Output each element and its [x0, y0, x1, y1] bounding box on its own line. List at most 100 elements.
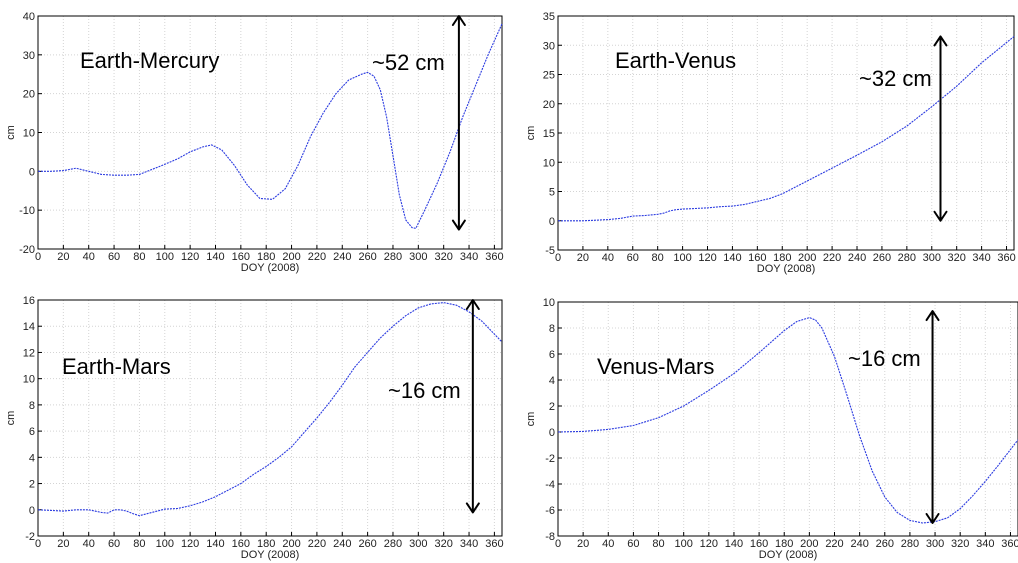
- y-axis-label: cm: [525, 412, 537, 427]
- x-tick-label: 260: [358, 538, 376, 550]
- y-axis-label: cm: [5, 411, 17, 426]
- y-tick-label: 30: [23, 50, 35, 62]
- y-tick-label: 14: [23, 321, 35, 333]
- x-tick-label: 300: [409, 251, 427, 263]
- x-tick-label: 320: [951, 538, 969, 550]
- x-tick-label: 0: [555, 538, 561, 550]
- x-tick-label: 0: [35, 538, 41, 550]
- arrowhead-bottom: [925, 513, 940, 524]
- x-tick-label: 120: [181, 251, 199, 263]
- x-tick-label: 220: [825, 538, 843, 550]
- x-tick-label: 200: [800, 538, 818, 550]
- x-tick-label: 340: [460, 251, 478, 263]
- y-tick-label: 0: [549, 216, 555, 228]
- chart-panel-4: 0 20 40 60 80 100 120 140 160 180 200 220 240 260 280 3…: [525, 297, 1018, 561]
- x-tick-label: 120: [700, 538, 718, 550]
- arrowhead-bottom: [933, 210, 948, 222]
- y-tick-label: 12: [23, 347, 35, 359]
- arrowhead-bottom: [465, 502, 480, 514]
- arrowhead-top: [451, 15, 466, 26]
- x-tick-label: 280: [384, 251, 402, 263]
- x-tick-label: 40: [83, 251, 95, 263]
- x-tick-label: 240: [333, 538, 351, 550]
- x-tick-label: 180: [257, 251, 275, 263]
- x-tick-label: 20: [577, 538, 589, 550]
- y-tick-label: -2: [545, 453, 555, 465]
- y-tick-label: 30: [543, 40, 555, 52]
- arrowhead-top: [465, 299, 480, 310]
- x-tick-label: 300: [926, 538, 944, 550]
- x-tick-label: 260: [358, 251, 376, 263]
- y-axis-label: cm: [525, 126, 537, 141]
- x-tick-label: 60: [108, 538, 120, 550]
- y-tick-label: -8: [545, 531, 555, 543]
- x-tick-label: 160: [232, 538, 250, 550]
- x-tick-label: 240: [850, 538, 868, 550]
- x-tick-label: 120: [698, 252, 716, 264]
- range-label: ~32 cm: [859, 66, 932, 91]
- series-line: [557, 317, 1018, 524]
- x-tick-label: 300: [409, 538, 427, 550]
- y-tick-label: 40: [23, 11, 35, 23]
- x-tick-label: 0: [555, 252, 561, 264]
- y-tick-label: 6: [29, 426, 35, 438]
- pair-label: Venus-Mars: [597, 354, 714, 379]
- x-tick-label: 160: [750, 538, 768, 550]
- y-tick-label: 35: [543, 11, 555, 23]
- x-tick-label: 340: [972, 252, 990, 264]
- y-tick-label: -6: [545, 505, 555, 517]
- chart-panel-2: 0 20 40 60 80 100 120 140 160 180 200 220 240 260 280 3…: [525, 11, 1016, 275]
- x-tick-label: 280: [898, 252, 916, 264]
- x-tick-label: 100: [675, 538, 693, 550]
- x-tick-label: 100: [156, 538, 174, 550]
- x-tick-label: 260: [873, 252, 891, 264]
- x-tick-label: 140: [206, 251, 224, 263]
- x-axis-label: DOY (2008): [241, 549, 300, 561]
- x-tick-label: 180: [775, 538, 793, 550]
- y-tick-label: 8: [29, 400, 35, 412]
- x-tick-label: 360: [997, 252, 1015, 264]
- y-tick-label: -4: [545, 479, 555, 491]
- x-tick-label: 180: [773, 252, 791, 264]
- x-tick-label: 200: [282, 251, 300, 263]
- x-tick-label: 80: [133, 538, 145, 550]
- y-axis-label: cm: [5, 125, 17, 140]
- x-tick-label: 60: [108, 251, 120, 263]
- y-tick-label: 10: [543, 157, 555, 169]
- x-tick-label: 200: [798, 252, 816, 264]
- x-tick-label: 220: [308, 538, 326, 550]
- x-tick-label: 340: [460, 538, 478, 550]
- series-line: [38, 23, 503, 230]
- x-tick-label: 160: [748, 252, 766, 264]
- x-tick-label: 300: [923, 252, 941, 264]
- y-tick-label: 16: [23, 295, 35, 307]
- series-line: [37, 302, 503, 517]
- range-label: ~16 cm: [388, 378, 461, 403]
- x-tick-label: 220: [308, 251, 326, 263]
- y-tick-label: 25: [543, 70, 555, 82]
- x-tick-label: 140: [206, 538, 224, 550]
- y-tick-label: 6: [549, 349, 555, 361]
- x-tick-label: 80: [133, 251, 145, 263]
- pair-label: Earth-Mars: [62, 354, 171, 379]
- y-tick-label: 0: [29, 505, 35, 517]
- y-tick-label: 4: [29, 452, 35, 464]
- x-tick-label: 20: [57, 251, 69, 263]
- x-tick-label: 140: [725, 538, 743, 550]
- y-tick-label: -10: [19, 205, 35, 217]
- chart-panel-3: 0 20 40 60 80 100 120 140 160 180 200 220 240 260 280 3…: [5, 295, 504, 561]
- arrowhead-top: [925, 310, 940, 322]
- plot-frame: [37, 299, 503, 537]
- x-tick-label: 320: [435, 538, 453, 550]
- y-tick-label: 10: [23, 374, 35, 386]
- y-tick-label: 5: [549, 187, 555, 199]
- y-tick-label: 20: [23, 89, 35, 101]
- chart-panel-1: 0 20 40 60 80 100 120 140 160 180 200 220 240 260 280 3…: [5, 11, 504, 274]
- x-tick-label: 320: [435, 251, 453, 263]
- y-tick-label: 2: [29, 479, 35, 491]
- x-tick-label: 100: [156, 251, 174, 263]
- series-line: [558, 36, 1015, 222]
- x-tick-label: 80: [652, 252, 664, 264]
- y-tick-label: 0: [29, 166, 35, 178]
